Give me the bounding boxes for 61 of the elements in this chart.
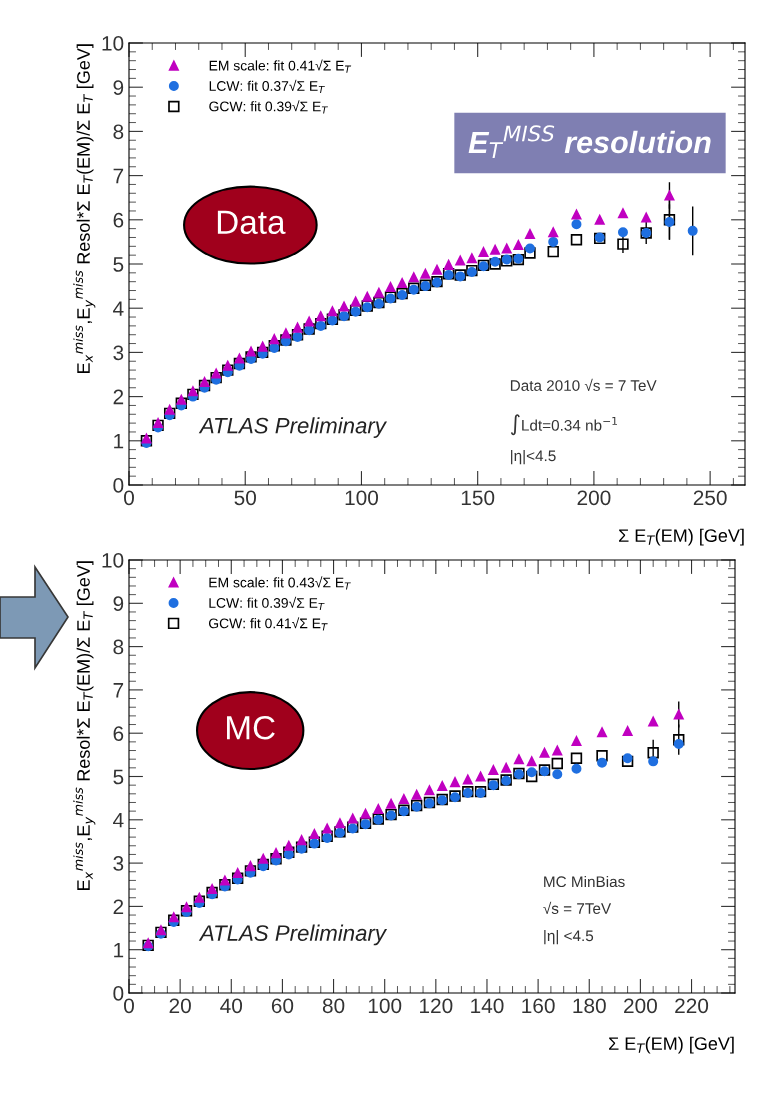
- x-tick-label: 180: [573, 998, 606, 1014]
- x-tick-label: 80: [322, 998, 345, 1014]
- text: E$_{x}$$^{miss}$,E$_{y}$$^{miss}$ Resol*Σ E$_{T}$(EM)/Σ E$_{T}$ [GeV]: [73, 561, 96, 891]
- annotation: MC: [227, 715, 275, 740]
- annotation: Data: [217, 210, 286, 235]
- annotation: MC MinBias: [544, 875, 625, 888]
- y-tick-label: 5: [113, 257, 124, 272]
- legend-label: LCW: fit 0.39√Σ E$_{T}$: [209, 596, 325, 610]
- x-tick-label: 150: [461, 490, 495, 506]
- x-tick-label: 100: [368, 998, 402, 1014]
- y-tick-label: 3: [113, 345, 124, 361]
- y-tick-label: 4: [113, 813, 124, 828]
- x-tick-label: 200: [577, 490, 611, 506]
- y-tick-label: 0: [113, 986, 124, 1001]
- x-tick-label: 50: [234, 490, 256, 506]
- y-tick-label: 0: [113, 478, 124, 493]
- x-tick-label: 160: [522, 998, 555, 1014]
- annotation: ∫Ldt=0.34 nb$^{−1}$: [510, 414, 617, 436]
- annotation: ATLAS Preliminary: [198, 417, 388, 438]
- legend-label: LCW: fit 0.37√Σ E$_{T}$: [209, 79, 325, 94]
- y-tick-label: 9: [113, 596, 124, 612]
- annotation: |η| <4.5: [544, 929, 594, 945]
- x-axis-title: Σ E$_{T}$(EM) [GeV]: [619, 528, 744, 546]
- x-tick-label: 100: [345, 490, 379, 506]
- x-tick-label: 0: [124, 998, 134, 1014]
- x-tick-label: 20: [169, 998, 191, 1014]
- y-tick-label: 3: [113, 856, 124, 871]
- x-tick-label: 220: [675, 998, 709, 1014]
- text: E$_{x}$$^{miss}$,E$_{y}$$^{miss}$ Resol*Σ E$_{T}$(EM)/Σ E$_{T}$ [GeV]: [73, 44, 96, 374]
- annotation: √s = 7TeV: [543, 901, 612, 914]
- legend-label: GCW: fit 0.39√Σ E$_{T}$: [209, 100, 328, 114]
- annotation: Data 2010 √s = 7 TeV: [510, 378, 657, 391]
- x-axis-title: Σ E$_{T}$(EM) [GeV]: [609, 1036, 734, 1054]
- y-tick-label: 6: [113, 726, 124, 741]
- y-tick-label: 7: [113, 168, 124, 184]
- x-tick-label: 250: [693, 490, 727, 506]
- y-tick-label: 2: [113, 899, 124, 914]
- y-tick-label: 6: [113, 212, 124, 228]
- y-tick-label: 8: [113, 124, 124, 140]
- y-tick-label: 1: [114, 434, 124, 449]
- x-tick-label: 140: [471, 998, 504, 1014]
- y-tick-label: 1: [114, 942, 124, 958]
- y-tick-label: 4: [113, 301, 124, 316]
- y-tick-label: 5: [113, 769, 124, 785]
- x-tick-label: 40: [220, 998, 243, 1014]
- x-tick-label: 200: [624, 998, 657, 1014]
- legend-label: EM scale: fit 0.43√Σ E$_{T}$: [209, 576, 351, 590]
- x-tick-label: 60: [271, 998, 294, 1014]
- text: E$_{T}$$^{MISS}$ resolution: [468, 125, 711, 158]
- annotation: |η|<4.5: [511, 450, 556, 465]
- y-tick-label: 8: [113, 639, 124, 655]
- legend-label: EM scale: fit 0.41√Σ E$_{T}$: [209, 59, 352, 73]
- legend-label: GCW: fit 0.41√Σ E$_{T}$: [208, 617, 328, 631]
- y-tick-label: 9: [113, 80, 124, 95]
- x-tick-label: 120: [420, 998, 453, 1014]
- y-tick-label: 2: [113, 389, 124, 405]
- y-tick-label: 10: [102, 36, 124, 51]
- y-tick-label: 7: [113, 683, 124, 698]
- annotation: ATLAS Preliminary: [198, 924, 388, 946]
- y-tick-label: 10: [102, 553, 124, 568]
- x-tick-label: 0: [124, 490, 134, 506]
